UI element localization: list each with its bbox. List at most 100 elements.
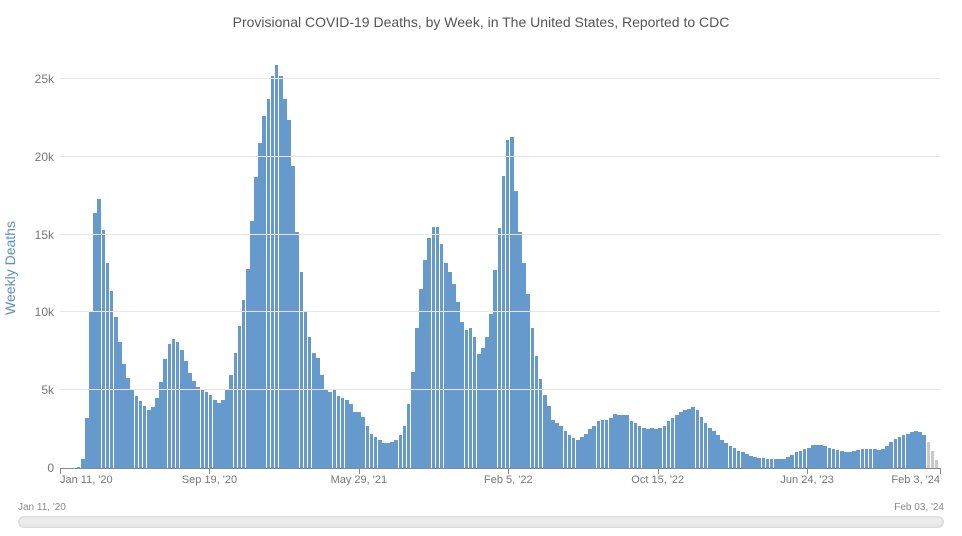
bar[interactable]	[881, 449, 885, 468]
bar[interactable]	[168, 344, 172, 468]
bar[interactable]	[432, 227, 436, 468]
bar[interactable]	[588, 429, 592, 468]
bar[interactable]	[444, 263, 448, 468]
bar[interactable]	[683, 410, 687, 468]
bar[interactable]	[97, 199, 101, 468]
bar[interactable]	[720, 440, 724, 468]
bar[interactable]	[663, 426, 667, 468]
bar[interactable]	[753, 457, 757, 468]
bar[interactable]	[489, 314, 493, 468]
bar[interactable]	[250, 221, 254, 468]
bar[interactable]	[733, 448, 737, 468]
bar[interactable]	[836, 450, 840, 468]
bar[interactable]	[601, 420, 605, 468]
bar[interactable]	[630, 421, 634, 468]
bar[interactable]	[225, 390, 229, 468]
bar[interactable]	[295, 232, 299, 468]
bar[interactable]	[143, 406, 147, 468]
bar[interactable]	[333, 390, 337, 468]
bar[interactable]	[147, 410, 151, 468]
bar[interactable]	[572, 438, 576, 468]
bar[interactable]	[539, 379, 543, 468]
bar[interactable]	[840, 451, 844, 468]
bar[interactable]	[81, 459, 85, 468]
bar[interactable]	[597, 421, 601, 468]
bar[interactable]	[551, 420, 555, 468]
bar[interactable]	[316, 358, 320, 468]
bar[interactable]	[898, 437, 902, 468]
bar[interactable]	[130, 389, 134, 468]
bar[interactable]	[910, 432, 914, 468]
bar[interactable]	[696, 410, 700, 468]
bar[interactable]	[770, 459, 774, 468]
bar[interactable]	[671, 418, 675, 468]
bar[interactable]	[543, 395, 547, 468]
bar[interactable]	[832, 449, 836, 468]
bar[interactable]	[828, 448, 832, 468]
bar[interactable]	[741, 452, 745, 468]
bar[interactable]	[737, 451, 741, 468]
bar[interactable]	[526, 294, 530, 468]
bar[interactable]	[456, 302, 460, 468]
bar[interactable]	[935, 460, 939, 468]
bar[interactable]	[617, 415, 621, 468]
bar[interactable]	[931, 451, 935, 468]
bar[interactable]	[774, 459, 778, 468]
bar[interactable]	[114, 317, 118, 468]
bar[interactable]	[531, 328, 535, 468]
bar[interactable]	[580, 437, 584, 468]
bar[interactable]	[621, 415, 625, 468]
bar[interactable]	[139, 401, 143, 468]
bar[interactable]	[481, 348, 485, 468]
bar[interactable]	[559, 426, 563, 468]
bar[interactable]	[514, 191, 518, 468]
bar[interactable]	[848, 452, 852, 468]
bar[interactable]	[254, 177, 258, 468]
bar[interactable]	[217, 403, 221, 468]
bar[interactable]	[510, 137, 514, 468]
bar[interactable]	[279, 76, 283, 468]
bar[interactable]	[811, 445, 815, 468]
bar[interactable]	[242, 300, 246, 468]
bar[interactable]	[786, 457, 790, 468]
bar[interactable]	[729, 446, 733, 468]
bar[interactable]	[102, 230, 106, 468]
bar[interactable]	[724, 443, 728, 468]
bar[interactable]	[267, 99, 271, 468]
bar[interactable]	[658, 428, 662, 468]
bar[interactable]	[749, 456, 753, 468]
bar[interactable]	[547, 406, 551, 468]
bar[interactable]	[366, 426, 370, 468]
bar[interactable]	[625, 415, 629, 468]
bar[interactable]	[584, 434, 588, 468]
bar[interactable]	[877, 450, 881, 468]
bar[interactable]	[815, 445, 819, 468]
bar[interactable]	[159, 382, 163, 468]
bar[interactable]	[407, 404, 411, 468]
bar[interactable]	[378, 440, 382, 468]
bar[interactable]	[687, 409, 691, 468]
bar[interactable]	[852, 451, 856, 468]
bar[interactable]	[345, 400, 349, 468]
bar[interactable]	[184, 361, 188, 468]
bar[interactable]	[613, 414, 617, 468]
bar[interactable]	[196, 387, 200, 468]
bar[interactable]	[667, 421, 671, 468]
bar[interactable]	[745, 454, 749, 468]
bar[interactable]	[370, 434, 374, 468]
bar[interactable]	[535, 356, 539, 468]
bar[interactable]	[287, 120, 291, 468]
bar[interactable]	[201, 390, 205, 468]
bar[interactable]	[498, 228, 502, 468]
bar[interactable]	[118, 342, 122, 468]
bar[interactable]	[807, 448, 811, 468]
bar[interactable]	[172, 339, 176, 468]
bar[interactable]	[460, 322, 464, 468]
bar[interactable]	[440, 244, 444, 468]
bar[interactable]	[799, 451, 803, 468]
bar[interactable]	[823, 446, 827, 468]
bar[interactable]	[650, 428, 654, 468]
bar[interactable]	[394, 440, 398, 468]
bar[interactable]	[110, 291, 114, 468]
bar[interactable]	[126, 378, 130, 468]
